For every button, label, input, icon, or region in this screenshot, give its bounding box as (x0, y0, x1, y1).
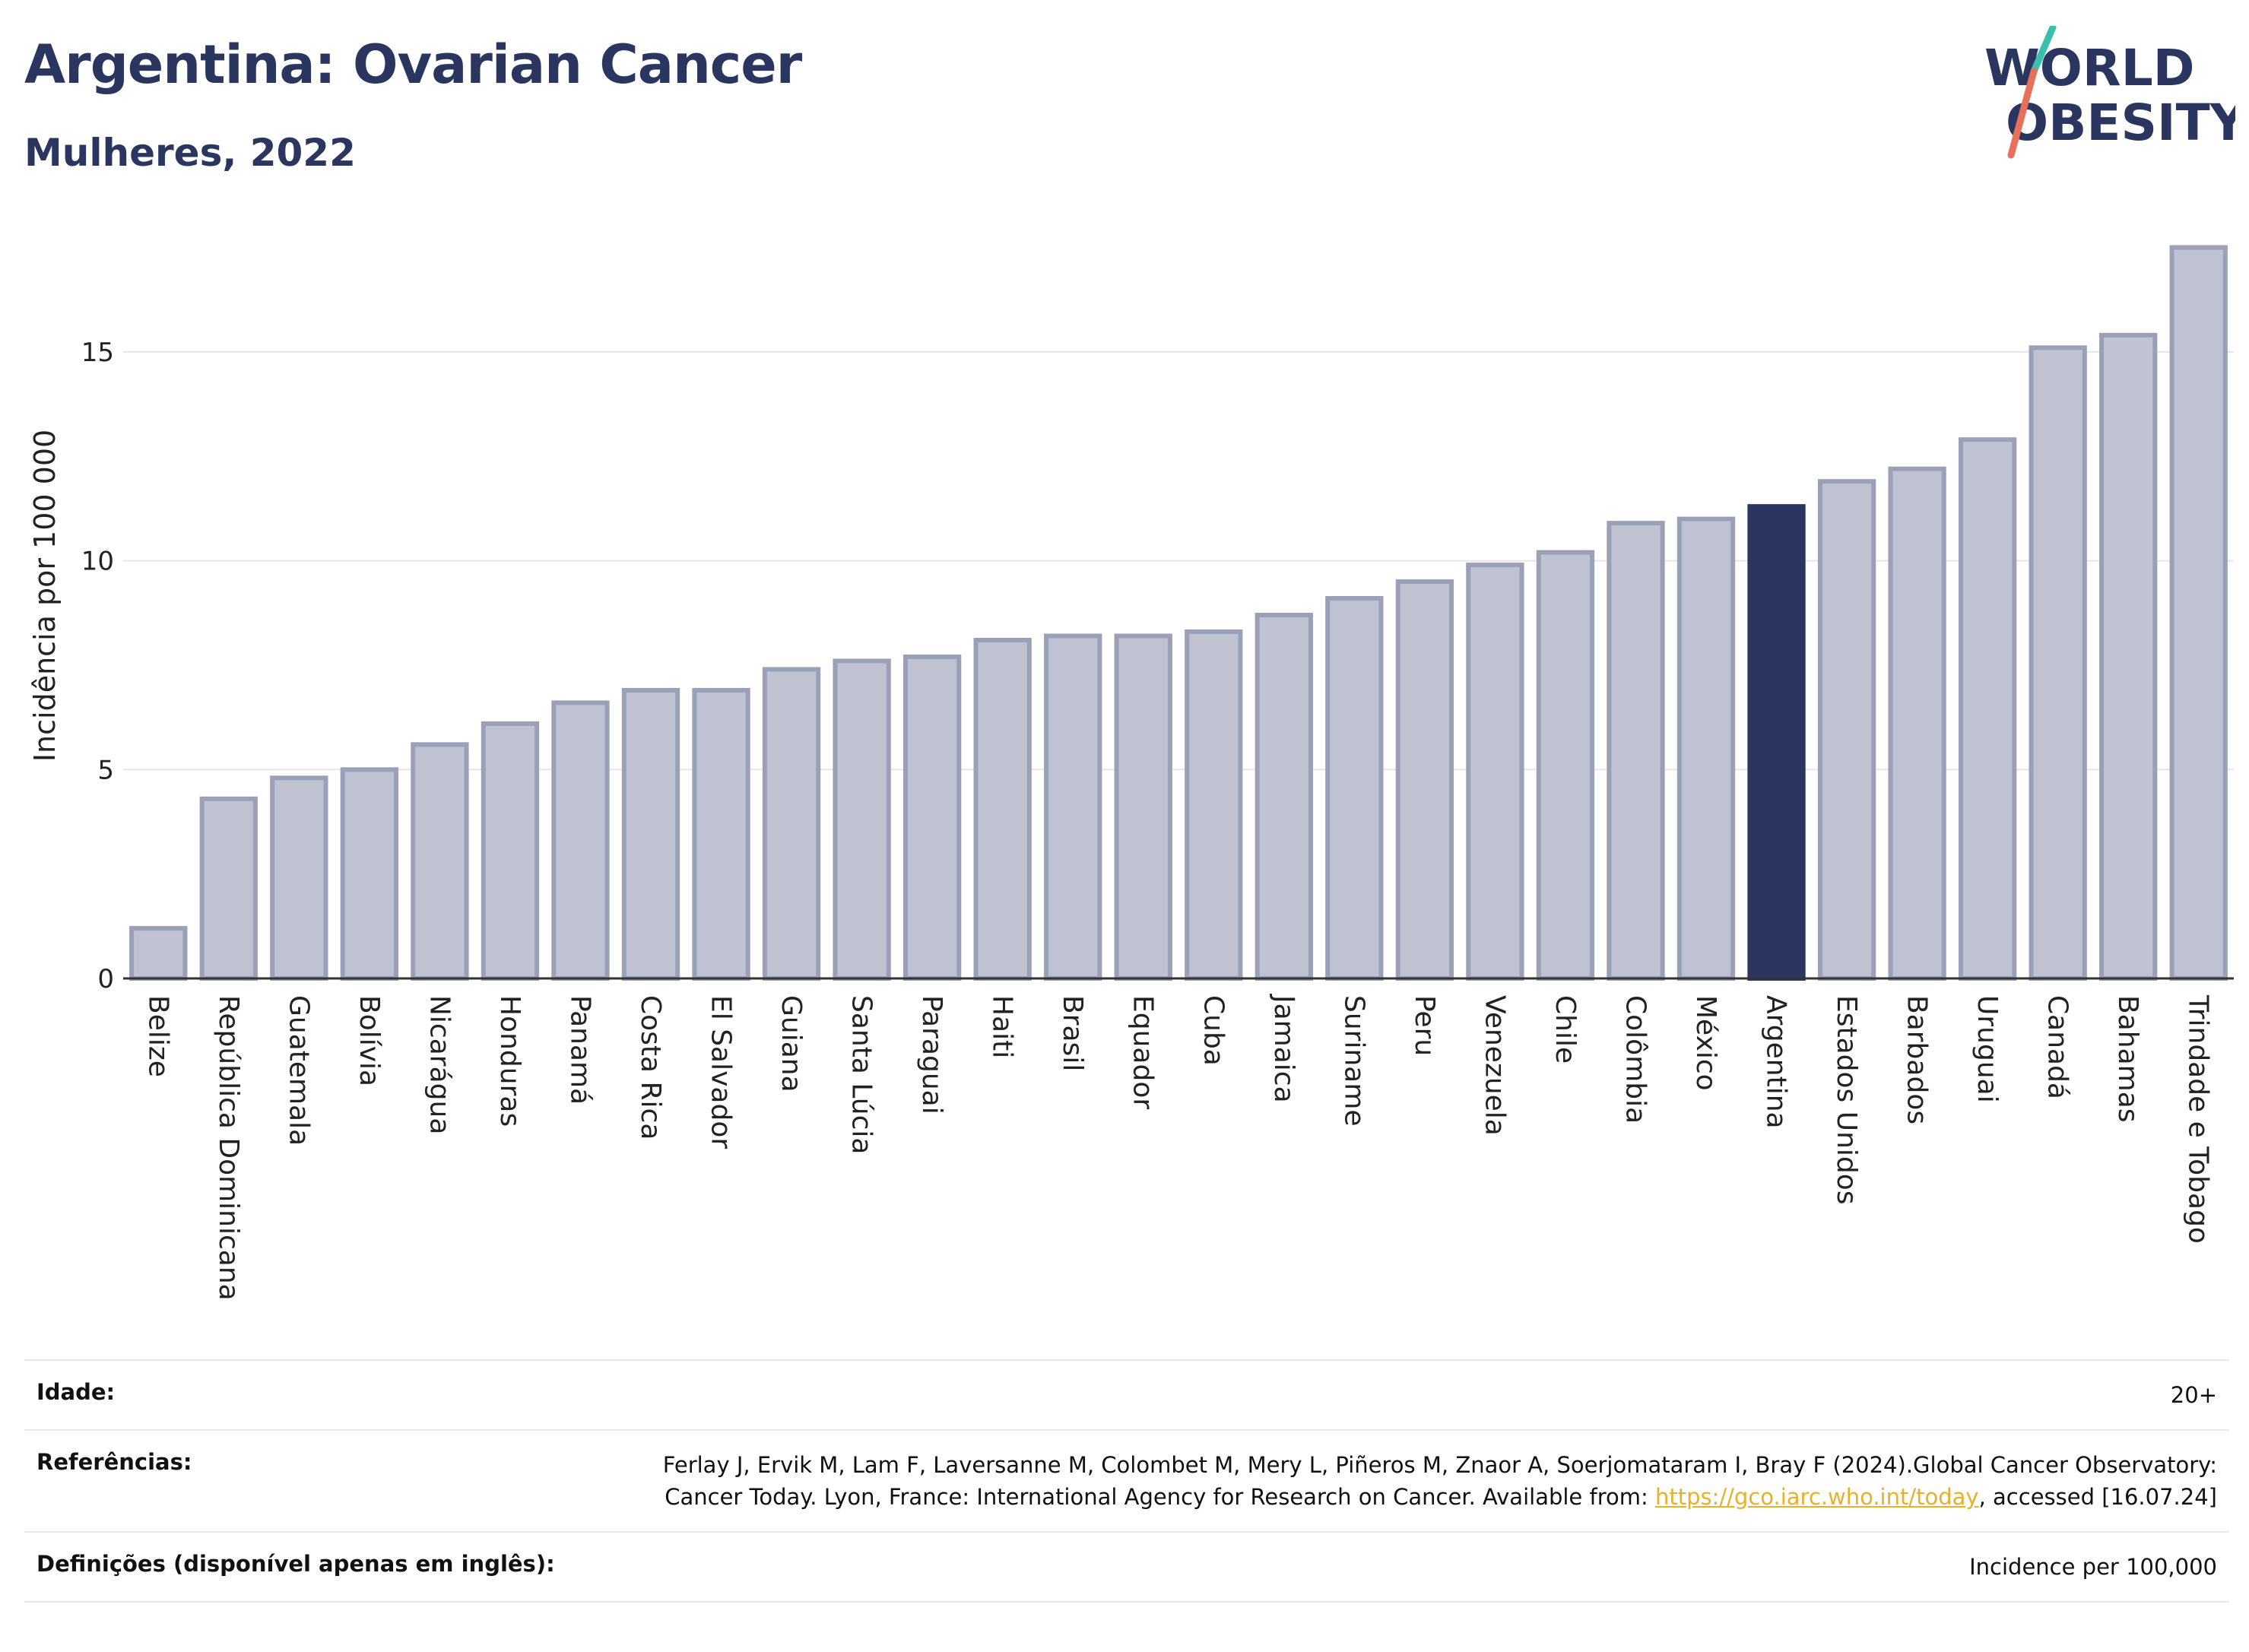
bar (692, 687, 750, 981)
age-label: Idade: (36, 1379, 116, 1405)
logo-line2: OBESITY (2006, 94, 2235, 152)
logo-line1: WORLD (1984, 39, 2195, 97)
definitions-value: Incidence per 100,000 (1969, 1554, 2217, 1580)
y-tick-label: 10 (81, 547, 114, 577)
x-tick-label: Santa Lúcia (846, 995, 877, 1154)
bar (1817, 479, 1876, 981)
x-tick-label: Nicarágua (423, 995, 455, 1134)
references-label: Referências: (36, 1449, 192, 1475)
x-tick-label: Bolívia (354, 995, 385, 1086)
bar (551, 700, 610, 981)
chart-subtitle: Mulheres, 2022 (24, 131, 356, 175)
x-tick-label: Guiana (776, 995, 807, 1092)
bar (762, 667, 821, 981)
bar (340, 767, 399, 981)
x-tick-label: Uruguai (1971, 995, 2003, 1103)
reference-citation: Ferlay J, Ervik M, Lam F, Laversanne M, … (662, 1452, 2217, 1510)
x-tick-label: Trindade e Tobago (2183, 994, 2214, 1244)
x-tick-label: Colômbia (1619, 995, 1651, 1124)
y-axis-label: Incidência por 100 000 (28, 430, 62, 762)
bar (1958, 437, 2017, 981)
chart-footer: Idade: 20+ Referências: Ferlay J, Ervik … (24, 1359, 2229, 1603)
bar (1466, 563, 1524, 981)
x-tick-label: Chile (1550, 995, 1581, 1064)
bar (1676, 516, 1736, 981)
x-tick-label: Cuba (1197, 995, 1229, 1066)
x-tick-label: Equador (1128, 995, 1159, 1109)
bar (1044, 633, 1102, 981)
chart-title: Argentina: Ovarian Cancer (24, 33, 802, 96)
x-tick-label: Panamá (564, 995, 595, 1105)
x-tick-label: Bahamas (2112, 995, 2143, 1123)
x-tick-label: Guatemala (283, 995, 314, 1146)
bar (199, 796, 258, 981)
bar (902, 654, 962, 981)
bar (1255, 612, 1313, 981)
footer-definitions-row: Definições (disponível apenas em inglês)… (24, 1531, 2229, 1603)
definitions-label: Definições (disponível apenas em inglês)… (36, 1551, 555, 1577)
x-tick-label: Peru (1409, 995, 1440, 1056)
x-tick-label: Honduras (494, 995, 525, 1127)
age-value: 20+ (2170, 1382, 2217, 1408)
x-tick-label: Jamaica (1268, 994, 1299, 1103)
bar (2029, 345, 2087, 981)
bar (1325, 596, 1384, 981)
bar (833, 658, 891, 981)
x-tick-label: Costa Rica (635, 995, 666, 1140)
reference-link[interactable]: https://gco.iarc.who.int/today (1654, 1484, 1979, 1510)
x-tick-label: Canadá (2042, 995, 2073, 1099)
x-tick-label: Suriname (1338, 995, 1369, 1127)
x-tick-label: Estados Unidos (1831, 995, 1862, 1205)
bar (270, 775, 328, 981)
bar (1114, 633, 1172, 981)
bar (1888, 466, 1946, 981)
y-tick-label: 0 (97, 964, 114, 994)
bar (481, 721, 540, 981)
x-tick-label: Barbados (1902, 995, 1933, 1124)
x-tick-label: República Dominicana (213, 995, 244, 1301)
bar-chart: 0 5 10 15 Incidência por 100 000 Belize Repúbl… (28, 245, 2234, 1301)
footer-age-row: Idade: 20+ (24, 1359, 2229, 1429)
bar (1747, 504, 1806, 981)
bar (973, 637, 1032, 981)
bar (2169, 245, 2228, 981)
x-tick-label: Venezuela (1479, 995, 1510, 1136)
y-tick-label: 15 (81, 338, 114, 368)
bar (1185, 629, 1243, 981)
x-tick-label: Argentina (1761, 995, 1792, 1129)
reference-accessed: , accessed [16.07.24] (1978, 1484, 2217, 1510)
bar (129, 926, 188, 981)
y-tick-label: 5 (97, 755, 114, 785)
world-obesity-logo: WORLD OBESITY (1984, 26, 2235, 159)
x-tick-label: Paraguai (916, 995, 947, 1115)
x-tick-label: Belize (142, 995, 173, 1077)
x-tick-label: Brasil (1057, 995, 1088, 1071)
bar (411, 742, 469, 981)
x-tick-label: El Salvador (706, 995, 737, 1149)
references-text: Ferlay J, Ervik M, Lam F, Laversanne M, … (620, 1449, 2217, 1513)
bar (1395, 579, 1454, 981)
footer-references-row: Referências: Ferlay J, Ervik M, Lam F, L… (24, 1429, 2229, 1531)
x-tick-label: México (1690, 995, 1721, 1091)
bar (1536, 550, 1595, 981)
bar (1607, 521, 1665, 981)
x-tick-label: Haiti (987, 995, 1018, 1058)
bar (2099, 332, 2158, 981)
bar (621, 687, 680, 981)
